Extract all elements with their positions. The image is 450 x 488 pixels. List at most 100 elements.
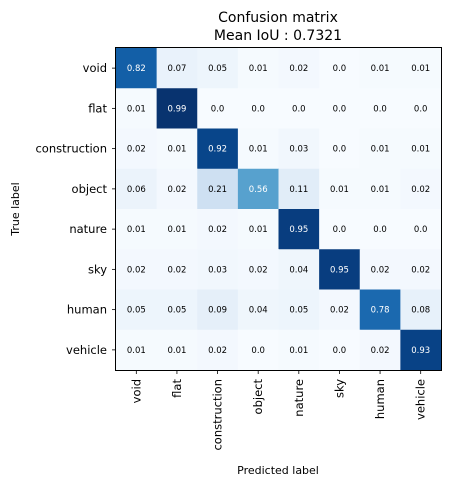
cell-value-label: 0.01	[330, 185, 349, 195]
heatmap-cell	[278, 329, 320, 371]
cell-value-label: 0.01	[127, 104, 146, 114]
cell-value-label: 0.01	[249, 225, 268, 235]
heatmap-cell-values: 0.82 0.07 0.05 0.01 0.02 0.0 0.01 0.01 0.01 0.99 0…	[127, 64, 430, 356]
cell-value-label: 0.02	[411, 265, 430, 275]
cell-value-label: 0.02	[371, 265, 390, 275]
cell-value-label: 0.92	[208, 145, 227, 155]
heatmap-cell	[319, 168, 361, 210]
heatmap-cell	[278, 88, 320, 129]
cell-value-label: 0.11	[289, 185, 308, 195]
x-tick-label: object	[251, 379, 265, 415]
cell-value-label: 0.09	[208, 306, 227, 316]
heatmap-cell	[278, 209, 320, 250]
cell-value-label: 0.01	[167, 225, 186, 235]
heatmap-cell	[400, 88, 442, 129]
heatmap-cell	[400, 329, 442, 371]
cell-value-label: 0.02	[208, 346, 227, 356]
heatmap-cell	[400, 48, 442, 89]
heatmap-cell	[156, 329, 198, 371]
heatmap-cell	[359, 329, 401, 371]
heatmap-cell	[156, 289, 198, 331]
heatmap-cell	[359, 289, 401, 331]
heatmap-cell	[197, 88, 239, 129]
cell-value-label: 0.05	[208, 64, 227, 74]
cell-value-label: 0.0	[333, 64, 347, 74]
cell-value-label: 0.02	[249, 265, 268, 275]
heatmap-cell	[400, 249, 442, 290]
cell-value-label: 0.78	[371, 306, 390, 316]
cell-value-label: 0.04	[249, 306, 268, 316]
cell-value-label: 0.01	[371, 145, 390, 155]
cell-value-label: 0.02	[167, 265, 186, 275]
heatmap-cell	[319, 88, 361, 129]
heatmap-cell	[237, 289, 280, 331]
cell-value-label: 0.06	[127, 185, 146, 195]
cell-value-label: 0.04	[289, 265, 308, 275]
cell-value-label: 0.0	[333, 104, 347, 114]
y-tick-labels: void flat construction object nature sky human…	[35, 61, 116, 357]
cell-value-label: 0.93	[411, 346, 430, 356]
cell-value-label: 0.0	[292, 104, 306, 114]
cell-value-label: 0.95	[330, 265, 349, 275]
cell-value-label: 0.0	[333, 225, 347, 235]
heatmap-cell	[237, 48, 280, 89]
heatmap-cell	[319, 209, 361, 250]
heatmap-cell	[319, 249, 361, 290]
heatmap-cell	[400, 168, 442, 210]
cell-value-label: 0.0	[373, 225, 387, 235]
cell-value-label: 0.01	[249, 145, 268, 155]
cell-value-label: 0.02	[330, 306, 349, 316]
cell-value-label: 0.01	[127, 225, 146, 235]
heatmap-cell	[237, 209, 280, 250]
heatmap-cell	[197, 249, 239, 290]
cell-value-label: 0.05	[167, 306, 186, 316]
y-axis-label: True label	[9, 182, 22, 236]
heatmap-cell	[400, 289, 442, 331]
cell-value-label: 0.02	[208, 225, 227, 235]
cell-value-label: 0.07	[167, 64, 186, 74]
cell-value-label: 0.02	[371, 346, 390, 356]
cell-value-label: 0.01	[249, 64, 268, 74]
heatmap-cell	[116, 168, 158, 210]
x-tick-labels: void flat construction object nature sky human…	[129, 370, 428, 451]
heatmap-cell	[359, 48, 401, 89]
cell-value-label: 0.0	[414, 225, 428, 235]
x-tick-label: nature	[292, 379, 306, 417]
y-tick-label: nature	[69, 222, 107, 236]
heatmap-cell	[197, 48, 239, 89]
y-tick-label: flat	[88, 101, 107, 115]
heatmap-cell	[116, 329, 158, 371]
heatmap-cell	[197, 289, 239, 331]
heatmap-cell	[319, 48, 361, 89]
heatmap-cells	[116, 48, 442, 371]
cell-value-label: 0.05	[127, 306, 146, 316]
y-tick-label: void	[83, 61, 107, 75]
cell-value-label: 0.01	[411, 145, 430, 155]
cell-value-label: 0.0	[414, 104, 428, 114]
heatmap-cell	[359, 128, 401, 170]
cell-value-label: 0.56	[249, 185, 268, 195]
cell-value-label: 0.21	[208, 185, 227, 195]
cell-value-label: 0.03	[208, 265, 227, 275]
y-tick-label: construction	[35, 142, 107, 156]
cell-value-label: 0.01	[371, 185, 390, 195]
cell-value-label: 0.01	[371, 64, 390, 74]
heatmap-cell	[278, 128, 320, 170]
heatmap-cell	[359, 168, 401, 210]
cell-value-label: 0.05	[289, 306, 308, 316]
heatmap-cell	[278, 289, 320, 331]
x-tick-label: human	[373, 379, 387, 419]
cell-value-label: 0.01	[127, 346, 146, 356]
heatmap-cell	[156, 48, 198, 89]
heatmap-cell	[237, 329, 280, 371]
heatmap-cell	[359, 249, 401, 290]
cell-value-label: 0.0	[251, 346, 265, 356]
cell-value-label: 0.03	[289, 145, 308, 155]
cell-value-label: 0.0	[211, 104, 225, 114]
heatmap-cell	[319, 329, 361, 371]
y-tick-label: sky	[88, 262, 107, 276]
heatmap-cell	[197, 209, 239, 250]
chart-title: Confusion matrix	[218, 10, 338, 26]
heatmap-cell	[319, 128, 361, 170]
